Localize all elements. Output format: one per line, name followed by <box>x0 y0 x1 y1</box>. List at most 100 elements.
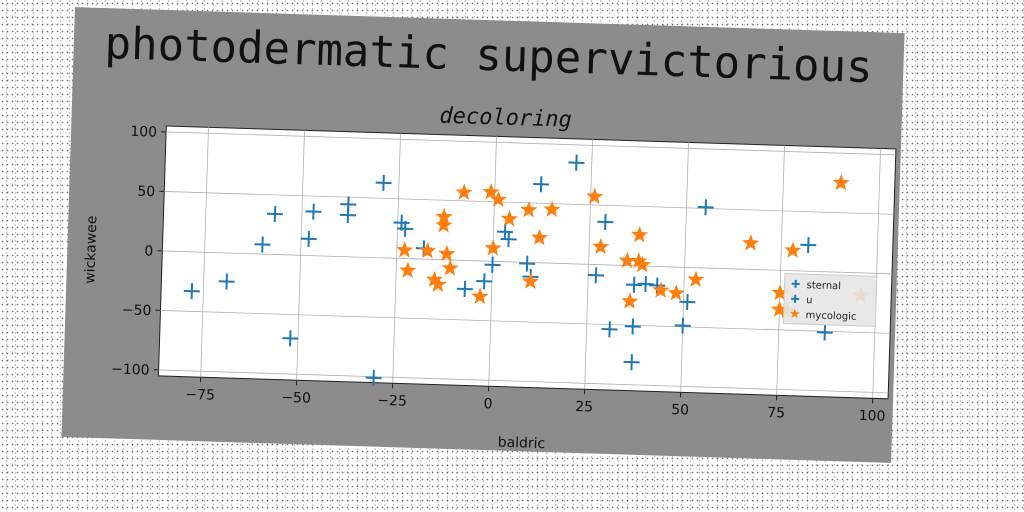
legend-marker <box>789 308 800 318</box>
plus-stroke-v <box>372 369 375 386</box>
plus-stroke-v <box>631 318 635 335</box>
plus-marker <box>218 273 235 290</box>
star-marker <box>771 283 789 301</box>
y-tick-label: 50 <box>137 184 155 201</box>
plus-marker <box>476 273 493 290</box>
plus-marker <box>601 321 618 338</box>
plus-marker <box>800 237 817 254</box>
star-marker <box>471 287 489 305</box>
plus-stroke-v <box>807 237 810 254</box>
plus-marker <box>305 203 322 220</box>
y-grid-line <box>160 310 891 334</box>
star-marker <box>618 251 636 269</box>
plus-stroke-v <box>644 275 647 293</box>
star-marker <box>621 292 639 309</box>
y-tick-label: 0 <box>144 243 153 259</box>
plus-stroke-v <box>681 317 685 334</box>
star-marker <box>832 173 850 191</box>
star-marker <box>770 300 789 318</box>
plus-stroke-v <box>289 330 292 347</box>
star-marker <box>419 241 437 259</box>
plus-stroke-v <box>273 205 277 223</box>
plus-marker <box>697 199 714 216</box>
plus-marker <box>597 213 614 231</box>
plus-stroke-v <box>686 293 689 311</box>
x-tick-label: 100 <box>859 408 886 425</box>
plus-stroke-v <box>507 231 510 248</box>
x-tick-label: 75 <box>767 405 785 422</box>
plus-stroke-v <box>312 203 315 220</box>
star-marker <box>484 239 502 256</box>
plus-marker <box>254 236 271 253</box>
y-tick-label: −50 <box>122 302 152 319</box>
plus-stroke-v <box>403 220 407 237</box>
legend-marker <box>791 279 800 288</box>
x-tick-label: −25 <box>377 393 407 410</box>
star-marker <box>482 183 500 200</box>
axis-ticks: −75 −50 −25 0 25 50 75 100 −100 −50 0 50 100 <box>111 124 886 425</box>
plus-marker <box>816 324 833 341</box>
plus-marker <box>266 205 284 223</box>
plus-stroke-v <box>346 207 350 224</box>
star-marker <box>742 234 760 251</box>
plus-stroke-v <box>575 154 578 171</box>
x-tick-label: 0 <box>483 396 492 412</box>
star-marker <box>667 284 685 301</box>
x-tick-label: −50 <box>281 390 311 407</box>
star-marker <box>455 183 473 200</box>
plus-marker <box>497 223 514 240</box>
star-marker <box>784 241 802 258</box>
plus-stroke-v <box>608 321 611 338</box>
plus-stroke-v <box>491 256 494 273</box>
plus-marker <box>397 220 414 237</box>
plus-marker <box>300 230 317 247</box>
plus-marker <box>674 317 691 334</box>
scatter-chart: decoloring −75 −50 −25 0 25 50 75 100 −100 −50 0 50… <box>82 104 897 452</box>
plus-marker <box>587 267 604 284</box>
star-marker <box>438 244 456 262</box>
plus-marker <box>500 231 517 248</box>
star-marker <box>531 228 549 246</box>
plus-marker <box>282 330 299 347</box>
plus-stroke-v <box>525 255 529 272</box>
plus-marker <box>375 174 392 191</box>
star-marker <box>435 207 453 225</box>
star-marker <box>586 187 604 205</box>
x-tick-label: 50 <box>671 402 689 419</box>
plus-stroke-v <box>382 174 385 191</box>
plus-stroke-v <box>483 273 486 290</box>
plus-marker <box>519 255 536 272</box>
plus-marker <box>568 154 585 171</box>
star-marker <box>441 259 459 276</box>
plus-stroke-v <box>225 273 228 290</box>
legend-marker <box>791 294 800 303</box>
plus-stroke-v <box>630 354 633 371</box>
plus-marker <box>456 280 473 298</box>
star-marker <box>520 201 538 218</box>
star-marker <box>652 281 670 298</box>
star-marker <box>521 272 540 290</box>
star-marker <box>435 216 453 233</box>
x-tick-label: −75 <box>185 387 215 404</box>
plus-stroke-v <box>823 324 827 341</box>
star-marker <box>429 275 447 293</box>
plus-stroke-v <box>307 230 311 247</box>
chart-title: decoloring <box>439 104 572 133</box>
legend: sternal u mycologic <box>782 272 878 327</box>
plus-marker <box>623 354 640 371</box>
star-marker <box>543 200 561 218</box>
star-marker <box>396 241 414 258</box>
legend-label: sternal <box>806 280 841 292</box>
y-tick-label: 100 <box>130 124 157 141</box>
star-marker <box>592 237 610 255</box>
star-marker <box>399 261 417 279</box>
plus-marker <box>533 176 550 193</box>
plus-marker <box>365 369 382 386</box>
plus-stroke-v <box>539 176 543 193</box>
plus-marker <box>183 283 200 300</box>
plus-marker <box>339 207 357 224</box>
star-marker <box>425 270 444 288</box>
y-grid-line <box>158 369 889 394</box>
plus-stroke-v <box>594 267 598 284</box>
plus-marker <box>637 275 654 293</box>
